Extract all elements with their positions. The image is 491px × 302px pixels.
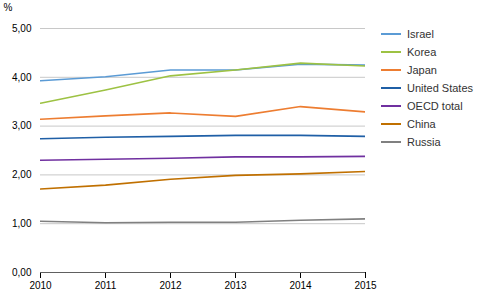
svg-text:%: %: [4, 2, 13, 13]
svg-text:2015: 2015: [354, 280, 377, 291]
svg-text:2013: 2013: [224, 280, 247, 291]
svg-text:0,00: 0,00: [12, 267, 32, 278]
html-text:United States: United States: [407, 82, 473, 94]
svg-text:2012: 2012: [159, 280, 182, 291]
svg-text:2010: 2010: [29, 280, 52, 291]
svg-text:2011: 2011: [95, 280, 117, 291]
svg-text:3,00: 3,00: [12, 120, 32, 131]
html-text:OECD total: OECD total: [407, 100, 463, 112]
html-text:China: China: [407, 118, 436, 130]
svg-text:2,00: 2,00: [12, 169, 32, 180]
svg-text:5,00: 5,00: [12, 23, 32, 34]
html-text:Korea: Korea: [407, 46, 437, 58]
svg-text:1,00: 1,00: [12, 218, 32, 229]
html-text:Japan: Japan: [407, 64, 437, 76]
html-text:Israel: Israel: [407, 28, 434, 40]
svg-text:2014: 2014: [289, 280, 312, 291]
svg-text:4,00: 4,00: [12, 72, 32, 83]
html-text:Russia: Russia: [407, 136, 441, 148]
